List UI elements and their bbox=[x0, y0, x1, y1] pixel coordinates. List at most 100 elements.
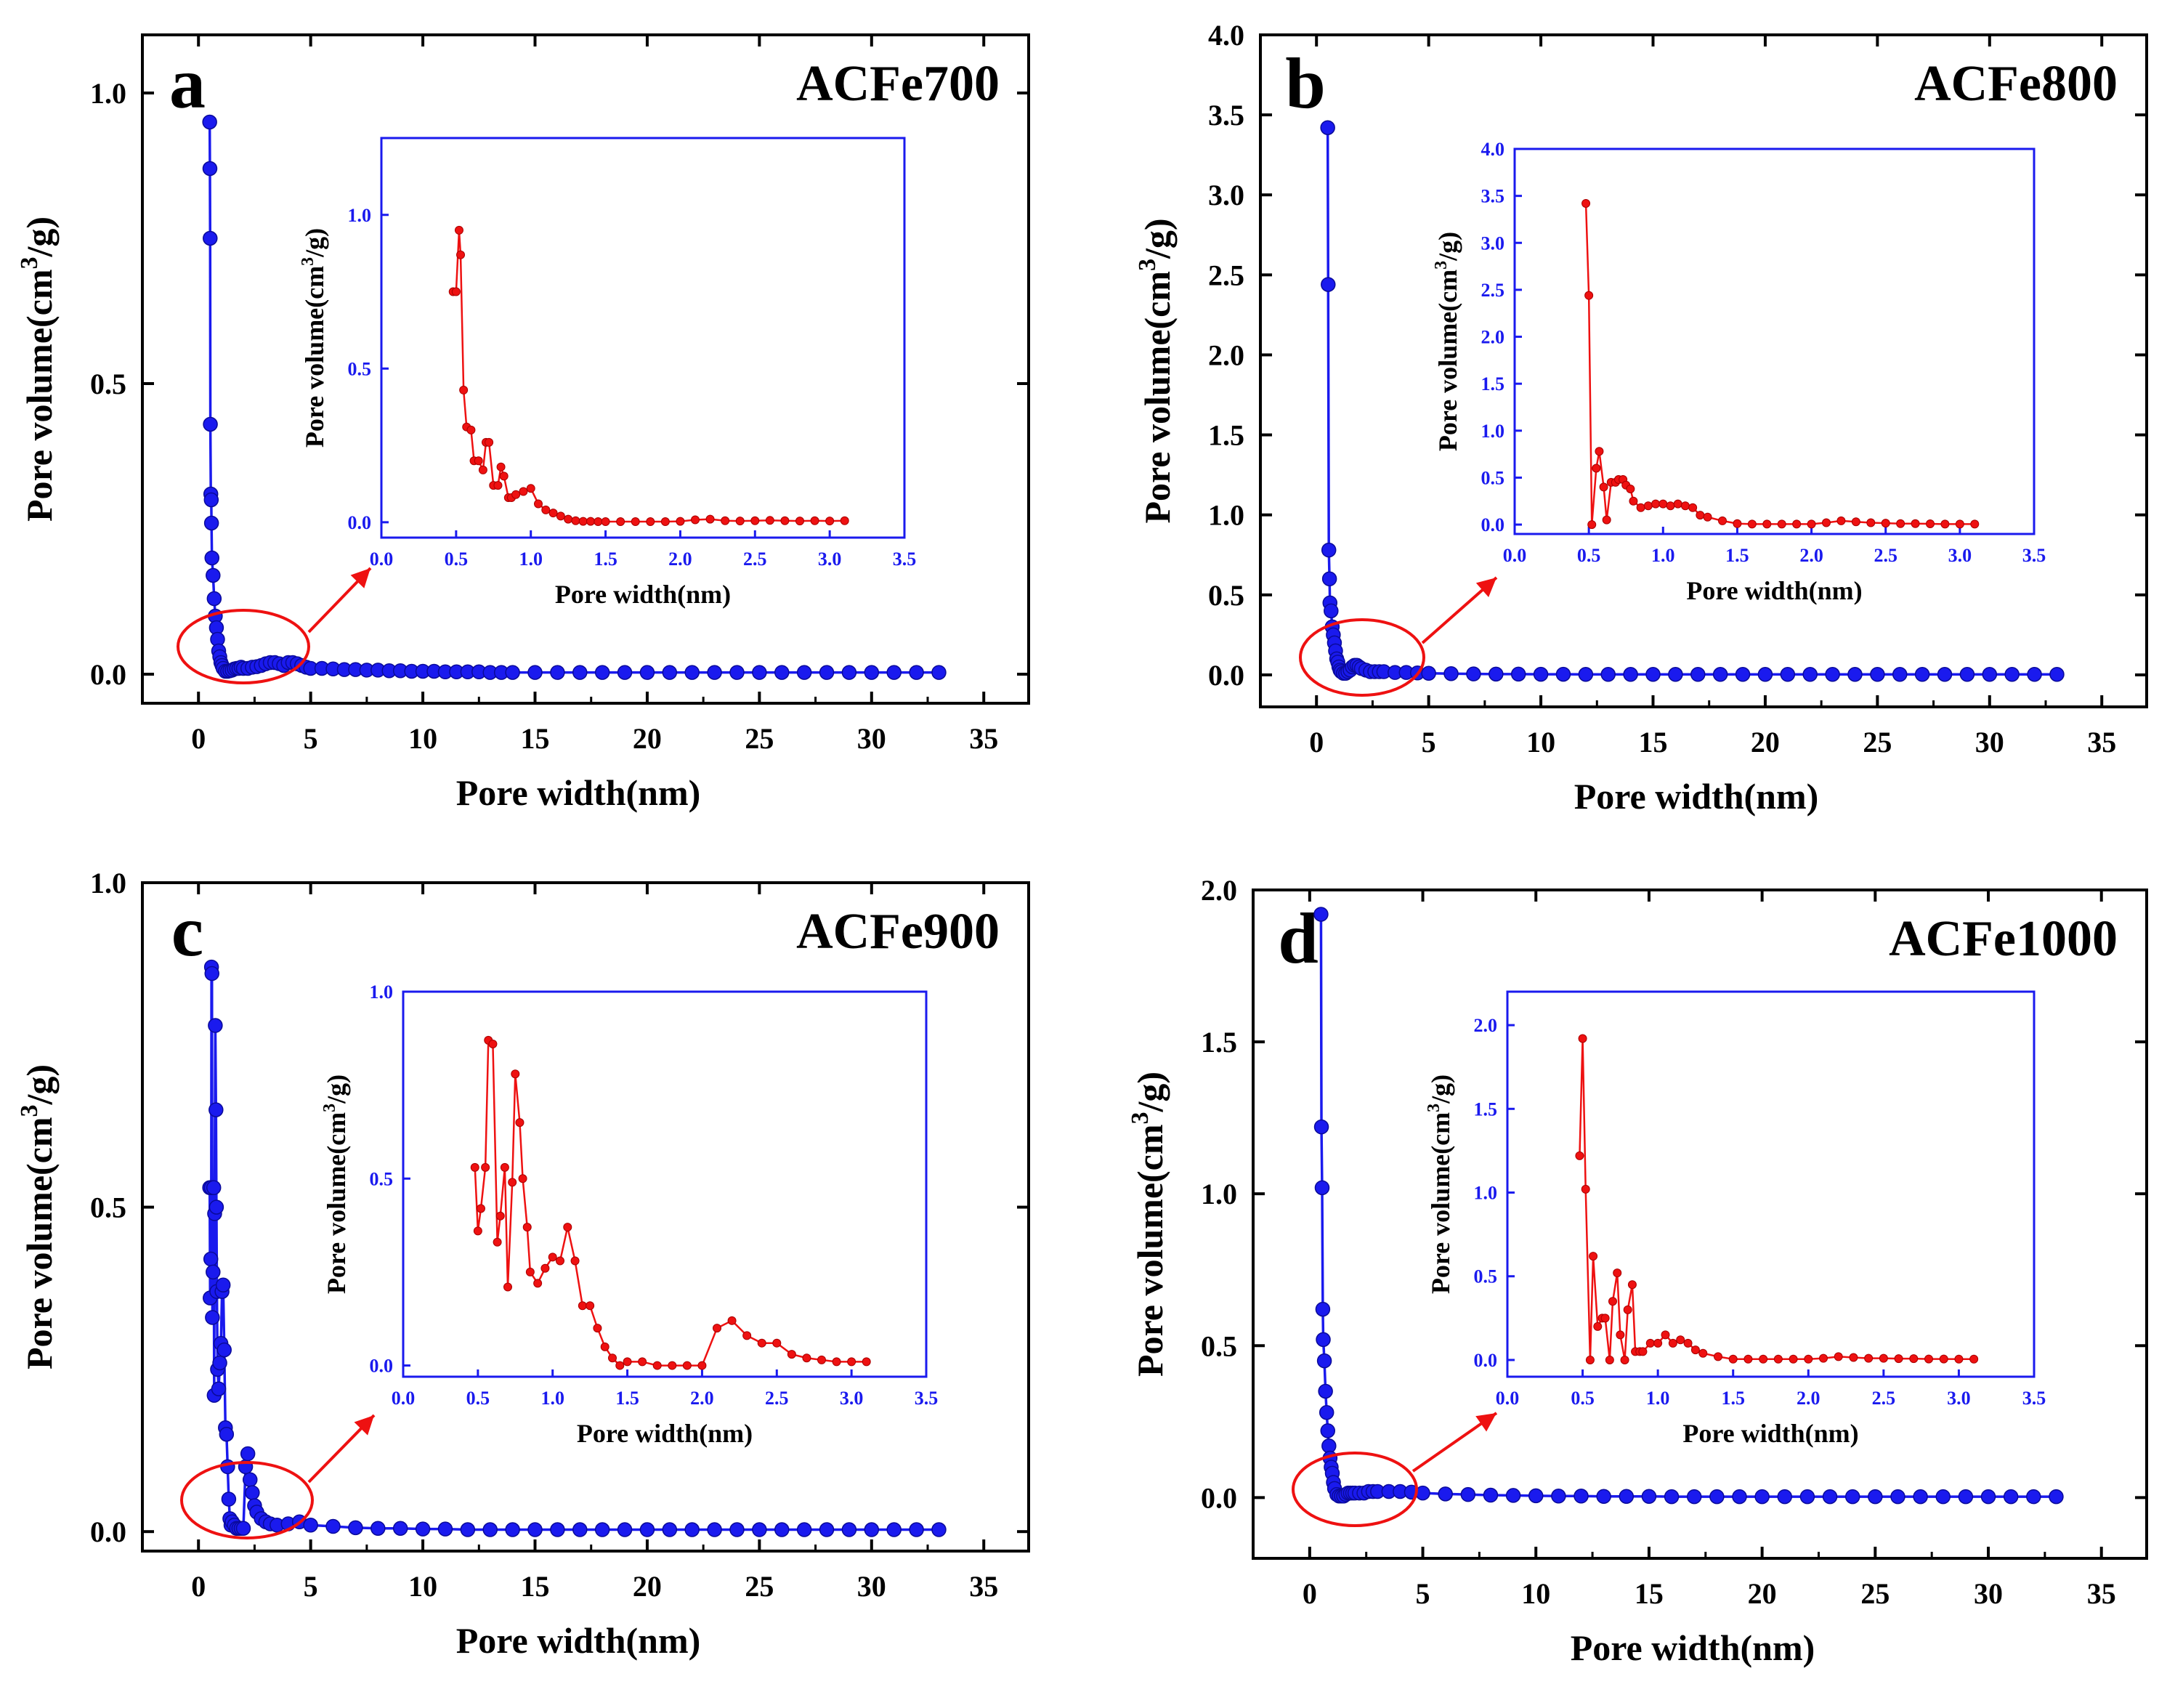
data-point bbox=[729, 665, 745, 680]
x-axis-label: Pore width(nm) bbox=[456, 1620, 701, 1661]
data-point bbox=[206, 591, 222, 607]
x-tick-label: 5 bbox=[304, 1570, 318, 1603]
inset-y-axis-label-end: /g) bbox=[1433, 232, 1462, 262]
x-tick-label: 25 bbox=[745, 722, 774, 755]
data-point bbox=[437, 1521, 453, 1537]
inset-data-point bbox=[578, 1301, 587, 1311]
inset-y-tick-label: 1.5 bbox=[1481, 373, 1505, 394]
inset-data-point bbox=[817, 1355, 826, 1364]
inset-x-axis-label: Pore width(nm) bbox=[577, 1419, 753, 1448]
inset-y-tick-label: 1.0 bbox=[348, 205, 372, 226]
data-point bbox=[1732, 1489, 1747, 1505]
inset-data-point bbox=[1696, 511, 1705, 520]
x-tick-label: 30 bbox=[857, 1570, 886, 1603]
data-point bbox=[527, 1522, 543, 1537]
data-point bbox=[1754, 1489, 1770, 1505]
data-point bbox=[1460, 1486, 1476, 1502]
inset-data-point bbox=[1733, 519, 1742, 528]
data-point bbox=[211, 1381, 227, 1396]
inset-x-tick-label: 1.5 bbox=[1725, 545, 1749, 566]
inset-data-point bbox=[1581, 1184, 1590, 1194]
inset-data-point bbox=[1866, 518, 1876, 527]
inset-data-point bbox=[534, 499, 543, 509]
data-point bbox=[1421, 665, 1436, 681]
inset-x-tick-label: 1.5 bbox=[594, 549, 617, 570]
inset-y-tick-label: 0.5 bbox=[348, 358, 372, 379]
y-tick-label: 2.5 bbox=[1208, 259, 1244, 291]
data-point bbox=[1980, 1489, 1996, 1505]
data-point bbox=[1321, 571, 1337, 587]
data-point bbox=[1914, 667, 1930, 682]
data-point bbox=[1641, 1489, 1657, 1504]
x-tick-label: 35 bbox=[969, 1570, 998, 1603]
sample-name: ACFe1000 bbox=[1889, 911, 2118, 967]
inset-y-axis-label: Pore volume(cm3/g) bbox=[320, 1074, 351, 1294]
inset-data-point bbox=[1638, 1347, 1648, 1356]
panel-d: 0 5 10 15 20 25 30 35 0.0 0.5 1.0 1.5 2.0 Pore width(… bbox=[1127, 874, 2148, 1668]
data-point bbox=[1780, 667, 1796, 682]
x-tick-label: 5 bbox=[1422, 726, 1436, 758]
inset-data-point bbox=[1651, 499, 1661, 509]
panel-letter: b bbox=[1285, 43, 1326, 124]
inset-data-point bbox=[1849, 1353, 1858, 1362]
inset-y-tick-label: 0.5 bbox=[1481, 467, 1505, 488]
inset-data-point bbox=[1600, 1314, 1610, 1323]
y-axis-label-base: Pore volume(cm bbox=[1137, 271, 1178, 524]
inset-x-tick-label: 1.0 bbox=[1651, 545, 1675, 566]
inset-data-point bbox=[1673, 499, 1682, 509]
data-point bbox=[931, 1522, 947, 1537]
y-tick-label: 0.0 bbox=[1208, 659, 1244, 692]
x-tick-label: 25 bbox=[745, 1570, 774, 1603]
data-point bbox=[572, 1522, 588, 1537]
y-tick-label: 1.5 bbox=[1208, 419, 1244, 452]
y-axis-label-base: Pore volume(cm bbox=[19, 269, 60, 522]
inset-x-tick-label: 2.0 bbox=[1799, 545, 1823, 566]
data-point bbox=[1937, 667, 1953, 682]
data-point bbox=[1551, 1489, 1566, 1504]
inset-data-point bbox=[1939, 1354, 1948, 1364]
x-tick-label: 15 bbox=[1635, 1577, 1664, 1610]
inset-x-tick-label: 1.0 bbox=[519, 549, 543, 570]
inset-data-point bbox=[638, 1357, 647, 1367]
panel-c: 0 5 10 15 20 25 30 35 0.0 0.5 1.0 Pore width(nm) Por… bbox=[16, 867, 1030, 1661]
x-tick-label: 15 bbox=[521, 722, 550, 755]
inset-data-point bbox=[519, 487, 528, 496]
inset-data-point bbox=[1636, 503, 1645, 512]
inset-y-tick-label: 2.5 bbox=[1481, 280, 1505, 301]
inset-data-point bbox=[608, 1353, 617, 1363]
inset-y-tick-label: 1.0 bbox=[1481, 421, 1505, 442]
data-point bbox=[909, 665, 924, 680]
data-point bbox=[206, 1264, 221, 1280]
inset-data-point bbox=[1666, 501, 1675, 511]
data-point bbox=[205, 1310, 220, 1325]
data-point bbox=[505, 1522, 520, 1537]
inset-data-point bbox=[1616, 1330, 1625, 1340]
inset-data-point bbox=[862, 1357, 871, 1367]
inset-data-point bbox=[1773, 1354, 1783, 1364]
data-point bbox=[1510, 666, 1526, 682]
inset-data-point bbox=[652, 1361, 662, 1370]
data-point bbox=[796, 1522, 812, 1537]
data-point bbox=[1623, 667, 1638, 682]
data-point bbox=[1913, 1489, 1928, 1505]
data-point bbox=[1573, 1489, 1589, 1504]
inset-y-tick-label: 3.0 bbox=[1481, 232, 1505, 254]
y-axis-label-end: /g) bbox=[1137, 218, 1178, 259]
y-tick-label: 2.0 bbox=[1208, 339, 1244, 371]
data-point bbox=[216, 1342, 232, 1358]
inset-x-tick-label: 1.5 bbox=[1721, 1388, 1745, 1409]
inset-data-point bbox=[1688, 503, 1698, 512]
data-point bbox=[1822, 1489, 1838, 1505]
inset-data-point bbox=[1969, 1354, 1979, 1364]
inset-data-point bbox=[476, 1204, 485, 1213]
inset-x-tick-label: 2.0 bbox=[1797, 1388, 1820, 1409]
inset-y-axis-label-base: Pore volume(cm bbox=[322, 1112, 351, 1294]
plot-frame bbox=[1252, 889, 2148, 1560]
callout-arrow-head bbox=[1475, 1413, 1496, 1432]
data-point bbox=[505, 665, 520, 680]
inset-x-tick-label: 1.0 bbox=[1646, 1388, 1670, 1409]
inset-data-point bbox=[1575, 1151, 1584, 1160]
inset-data-point bbox=[1819, 1353, 1828, 1363]
inset-data-point bbox=[1909, 1354, 1919, 1364]
inset-data-point bbox=[540, 1263, 550, 1273]
